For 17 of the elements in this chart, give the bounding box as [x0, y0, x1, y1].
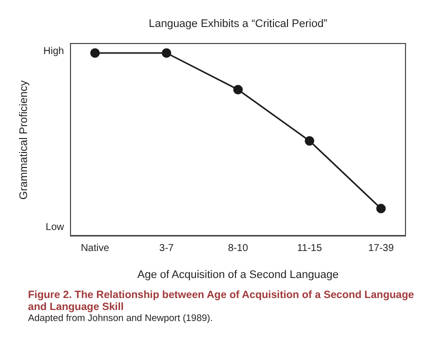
text: Low	[46, 222, 64, 233]
point	[233, 84, 243, 94]
text: High	[43, 46, 64, 57]
x-tick-label: 3-7	[159, 243, 174, 254]
chart-title: Language Exhibits a “Critical Period”	[148, 18, 328, 30]
x-tick-label: 8-10	[228, 243, 248, 254]
point	[162, 48, 172, 58]
point	[304, 136, 314, 146]
x-tick-label: Native	[80, 243, 110, 254]
x-tick-label: 11-15	[297, 243, 322, 254]
x-tick-label: 17-39	[368, 243, 394, 254]
caption: Figure 2. The Relationship between Age of Acquisition of a Second Language and Language Skill	[28, 289, 416, 313]
x-axis-title: Age of Acquisition of a Second Language	[137, 269, 339, 281]
point	[376, 204, 386, 214]
y-axis-title: Grammatical Proficiency	[18, 80, 30, 200]
point	[90, 48, 100, 58]
text: Adapted from Johnson and Newport (1989).	[28, 313, 214, 324]
